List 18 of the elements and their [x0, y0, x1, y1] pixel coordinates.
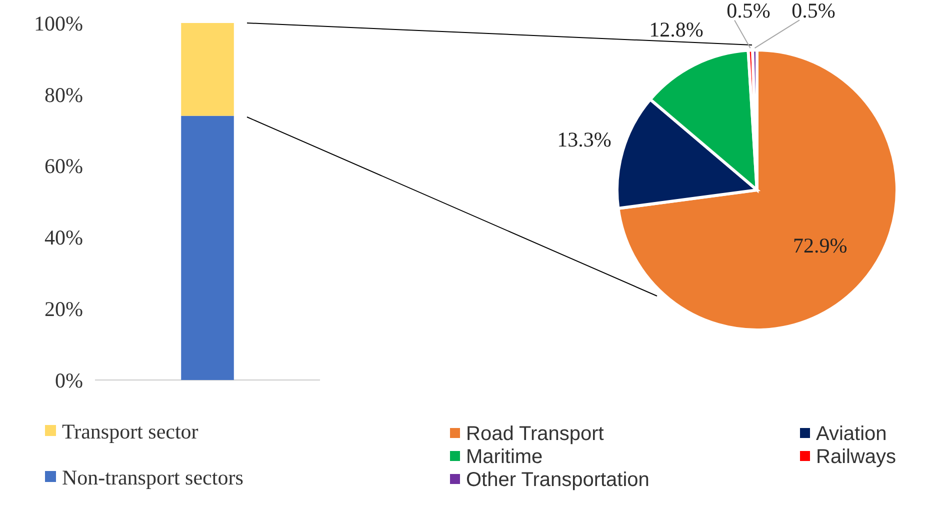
data-label: 0.5% [792, 0, 836, 22]
y-tick-label: 100% [34, 11, 83, 36]
y-tick-label: 20% [44, 296, 83, 321]
data-label: 0.5% [726, 0, 770, 23]
y-tick-label: 80% [44, 82, 83, 107]
data-label: 13.3% [557, 128, 612, 152]
y-tick-label: 60% [44, 154, 83, 178]
legend-label: Maritime [466, 446, 543, 468]
data-label: 72.9% [793, 234, 848, 258]
legend-label: Transport sector [62, 419, 198, 444]
y-tick-label: 0% [55, 368, 83, 392]
legend-label: Aviation [816, 423, 887, 445]
legend-label: Road Transport [466, 423, 604, 445]
y-tick-label: 40% [44, 226, 83, 250]
legend-label: Railways [816, 446, 896, 468]
data-label: 12.8% [649, 17, 704, 42]
legend-label: Other Transportation [466, 469, 650, 491]
legend-label: Non-transport sectors [62, 465, 244, 490]
